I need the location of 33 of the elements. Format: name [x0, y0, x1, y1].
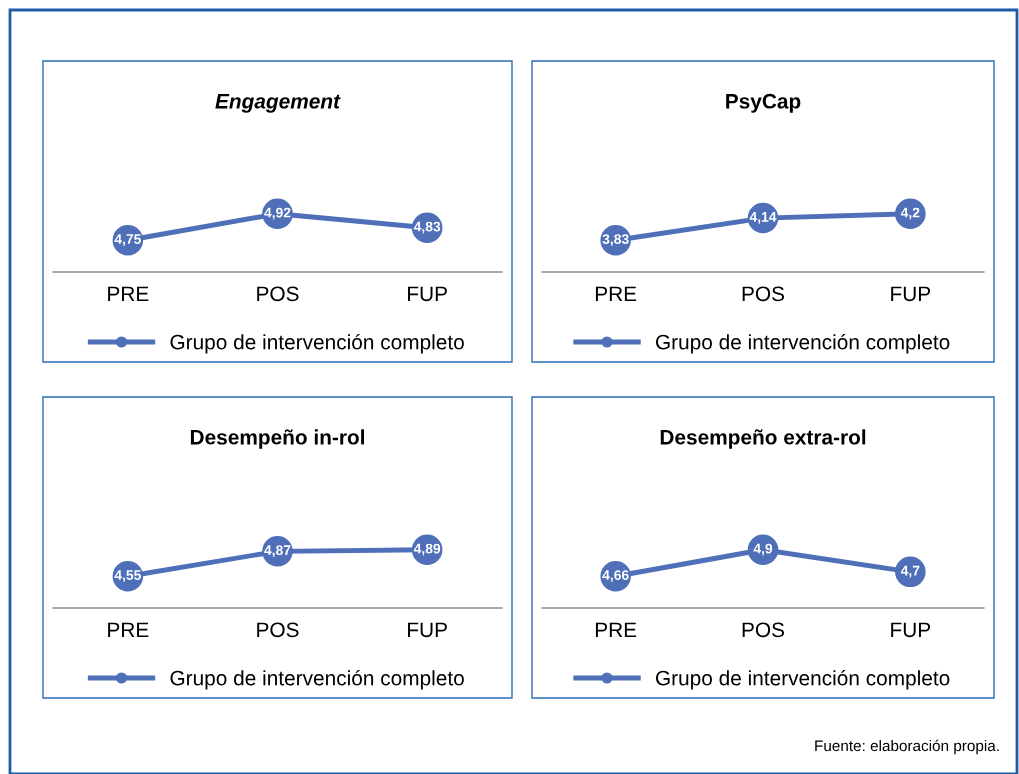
data-label: 4,89	[413, 543, 441, 556]
chart-title: Desempeño extra-rol	[660, 429, 866, 449]
source-note: Fuente: elaboración propia.	[815, 739, 999, 755]
x-tick-label: FUP	[408, 286, 447, 302]
data-label: 4,66	[602, 570, 629, 582]
x-tick-label: FUP	[891, 622, 931, 638]
data-label: 3,83	[602, 234, 629, 246]
x-tick-label: PRE	[595, 286, 637, 301]
data-label: 4,7	[900, 565, 920, 578]
data-label: 4,2	[900, 207, 920, 220]
data-label: 4,9	[753, 543, 773, 556]
legend-label: Grupo de intervención completo	[170, 669, 464, 690]
x-tick-label: FUP	[891, 286, 931, 302]
data-label: 4,83	[413, 221, 441, 234]
legend-label: Grupo de intervención completo	[655, 669, 950, 690]
data-label: 4,92	[264, 207, 291, 220]
legend-label: Grupo de intervención completo	[655, 333, 950, 354]
x-tick-label: POS	[742, 622, 785, 638]
data-label: 4,87	[264, 545, 291, 558]
x-tick-label: POS	[257, 286, 299, 302]
chart-title: Engagement	[215, 94, 341, 113]
x-tick-label: FUP	[408, 622, 447, 638]
chart-title: PsyCap	[726, 93, 801, 113]
chart-title: Desempeño in-rol	[190, 429, 365, 449]
x-tick-label: PRE	[108, 286, 149, 301]
x-tick-label: PRE	[595, 622, 637, 637]
data-label: 4,75	[114, 234, 141, 246]
data-label: 4,55	[114, 570, 141, 582]
x-tick-label: PRE	[108, 622, 149, 637]
legend-label: Grupo de intervención completo	[170, 333, 464, 354]
data-label: 4,14	[749, 212, 777, 224]
x-tick-label: POS	[257, 622, 299, 638]
x-tick-label: POS	[742, 286, 785, 302]
